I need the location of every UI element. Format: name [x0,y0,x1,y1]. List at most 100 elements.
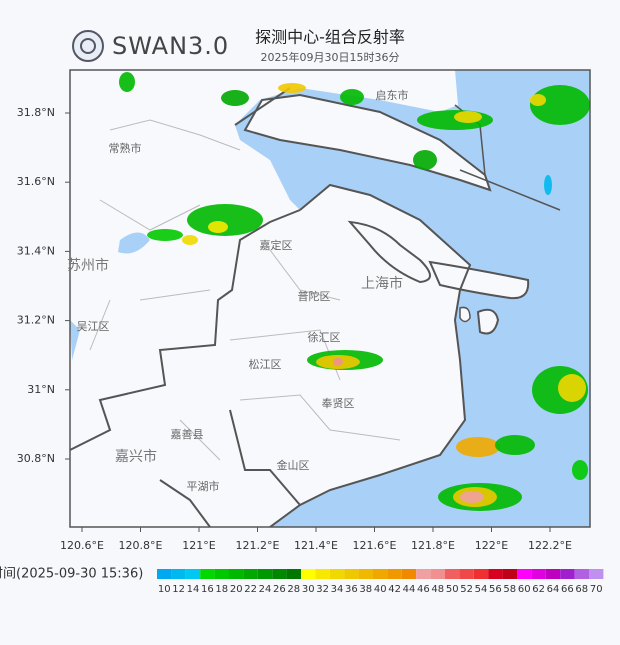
legend-value: 60 [518,584,531,595]
legend-swatch [344,569,359,579]
radar-echo [221,90,249,106]
legend-swatch [214,569,229,579]
y-tick-label: 31.4°N [17,244,55,257]
legend-swatch [445,569,460,579]
legend-value: 62 [532,584,545,595]
legend-swatch [387,569,402,579]
radar-echo [456,437,500,457]
legend-value: 46 [417,584,430,595]
legend-value: 54 [475,584,488,595]
legend-swatch [243,569,258,579]
radar-echo [187,204,263,236]
legend-value: 70 [590,584,603,595]
x-tick-label: 120.6°E [60,539,104,552]
map-frame [69,69,591,528]
legend-swatch [301,569,316,579]
place-label: 苏州市 [67,257,109,274]
radar-echo [530,94,546,106]
legend-value: 28 [287,584,300,595]
x-tick-label: 122°E [475,539,508,552]
legend-value: 30 [302,584,315,595]
legend-swatch [473,569,489,579]
x-tick-label: 121.8°E [411,539,455,552]
y-tick-label: 31.6°N [17,175,55,188]
place-label: 徐汇区 [308,330,341,344]
legend-swatch [200,569,215,579]
legend-value: 68 [575,584,588,595]
x-tick-label: 120.8°E [119,539,163,552]
legend-swatch [315,569,330,579]
legend-value: 16 [201,584,214,595]
x-tick-label: 121.4°E [294,539,338,552]
legend-swatch [286,569,301,579]
place-label: 嘉善县 [171,427,204,441]
place-label: 奉贤区 [322,396,355,410]
legend-value: 12 [172,584,185,595]
legend-swatch [257,569,273,579]
legend-swatch [531,569,546,579]
legend-swatch [157,569,172,579]
legend-value: 24 [259,584,272,595]
place-label: 启东市 [376,88,409,102]
legend-swatch [229,569,244,579]
y-tick-label: 31°N [27,383,55,396]
radar-echo [495,435,535,455]
legend-swatch [517,569,532,579]
legend-value: 38 [359,584,372,595]
legend-swatch [373,569,388,579]
legend-value: 10 [158,584,171,595]
place-label: 嘉定区 [260,238,293,252]
y-tick-label: 31.8°N [17,106,55,119]
radar-echo [417,110,493,130]
legend-value: 42 [388,584,401,595]
legend-swatch [574,569,589,579]
radar-echo [454,111,482,123]
radar-echo [572,460,588,480]
radar-echo [147,229,183,241]
legend-swatch [171,569,186,579]
legend-value: 18 [215,584,228,595]
place-label: 吴江区 [77,320,110,333]
legend-value: 34 [331,584,344,595]
radar-echo [208,221,228,233]
y-tick-label: 30.8°N [17,452,55,465]
radar-echo [413,150,437,170]
x-tick-label: 121°E [182,539,215,552]
legend-swatch [416,569,431,579]
place-label: 常熟市 [109,141,142,155]
radar-echo [340,89,364,105]
logo [72,30,104,62]
place-label: 上海市 [361,275,403,292]
radar-echo [558,374,586,402]
legend-swatch [560,569,575,579]
place-label: 松江区 [249,357,282,371]
legend-swatch [358,569,373,579]
radar-echo [544,175,552,195]
radar-echo [530,85,590,125]
radar-echo [278,83,306,93]
legend-value: 44 [403,584,416,595]
legend-swatch [488,569,503,579]
place-label: 普陀区 [298,289,331,303]
place-label: 金山区 [277,458,310,472]
title: 探测中心-组合反射率 [255,28,405,47]
legend-value: 66 [561,584,574,595]
legend-value: 26 [273,584,286,595]
legend-swatch [545,569,561,579]
radar-echo [182,235,198,245]
y-tick-label: 31.2°N [17,314,55,327]
radar-echo [460,491,484,503]
legend-value: 56 [489,584,502,595]
legend-value: 58 [503,584,516,595]
legend-value: 52 [460,584,473,595]
radar-echoes [119,72,590,511]
x-tick-label: 121.2°E [236,539,280,552]
place-label: 嘉兴市 [115,448,157,465]
legend-swatch [430,569,445,579]
legend-value: 50 [446,584,459,595]
legend-swatch [329,569,345,579]
x-tick-label: 122.2°E [528,539,572,552]
legend-value: 22 [244,584,257,595]
logo-text: SWAN3.0 [112,32,229,60]
